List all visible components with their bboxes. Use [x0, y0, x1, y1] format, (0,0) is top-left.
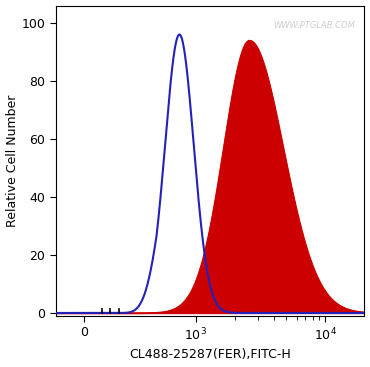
Text: WWW.PTGLAB.COM: WWW.PTGLAB.COM [273, 21, 355, 30]
X-axis label: CL488-25287(FER),FITC-H: CL488-25287(FER),FITC-H [129, 348, 291, 361]
Y-axis label: Relative Cell Number: Relative Cell Number [6, 95, 18, 227]
